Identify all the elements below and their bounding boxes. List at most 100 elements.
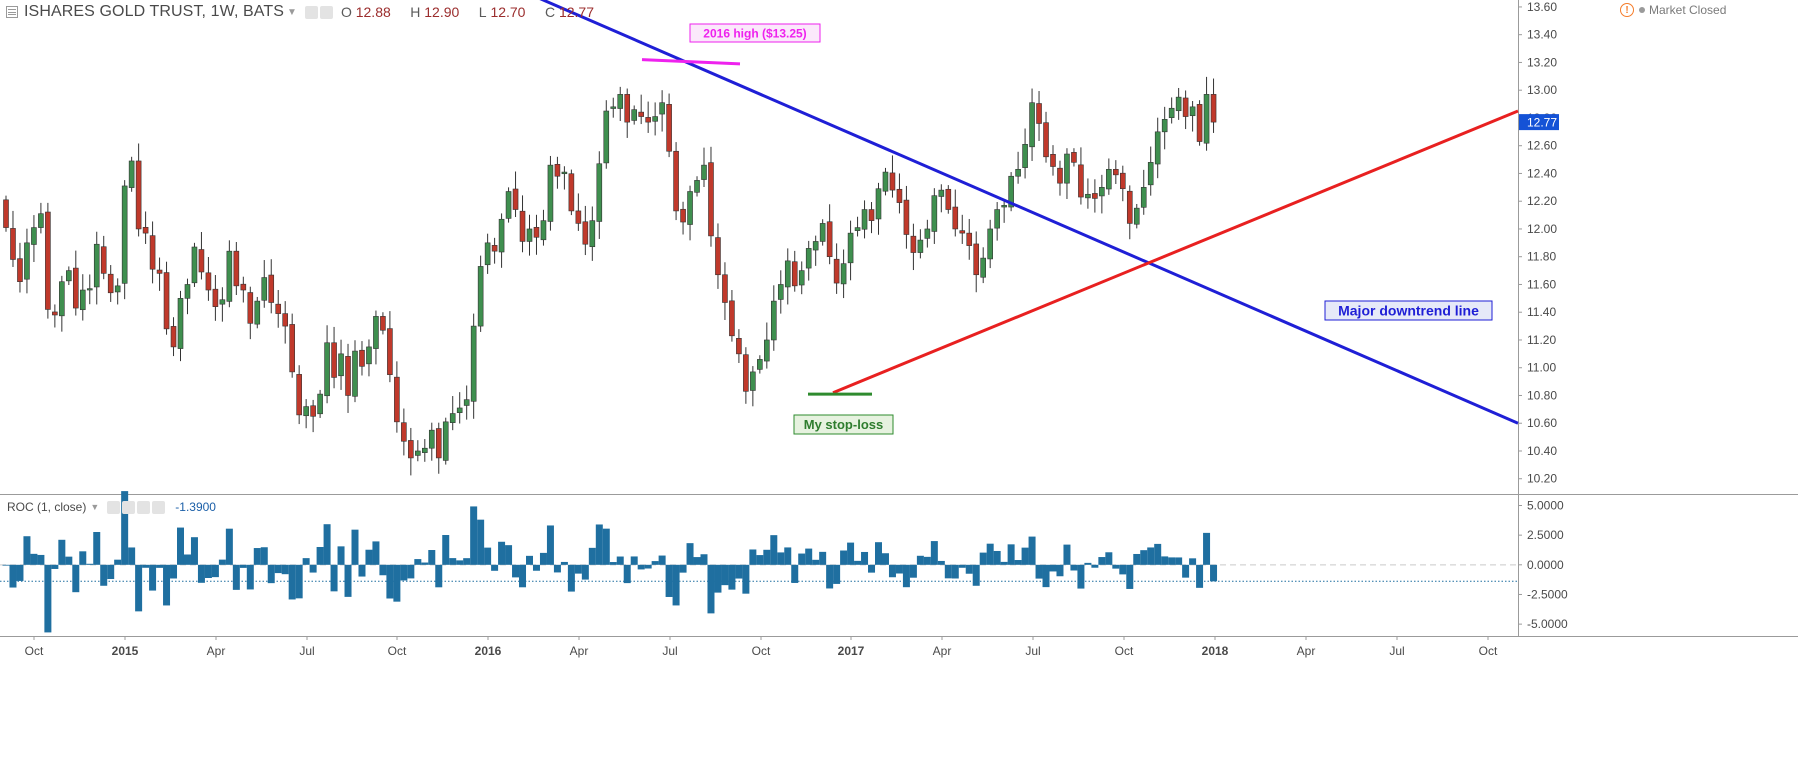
roc-bar <box>672 564 680 606</box>
major-downtrend-line <box>539 0 1519 425</box>
candle-up <box>484 242 491 266</box>
candle-up <box>1168 107 1175 118</box>
candle-down <box>1126 190 1133 224</box>
roc-bars <box>2 491 1218 633</box>
roc-bar <box>86 563 94 565</box>
roc-bar <box>567 564 575 592</box>
candle-up <box>421 447 428 453</box>
high-label: H <box>410 4 421 20</box>
candle-down <box>52 311 58 316</box>
roc-bar <box>379 564 387 576</box>
candle-down <box>3 199 9 228</box>
price-tick-label: 10.20 <box>1527 472 1557 486</box>
settings-icon[interactable] <box>319 5 333 19</box>
roc-controls <box>107 500 166 514</box>
settings-icon[interactable] <box>122 500 136 514</box>
roc-bar <box>365 549 373 565</box>
roc-bar <box>260 547 268 565</box>
candle-up <box>114 285 121 293</box>
roc-bar <box>944 564 952 579</box>
candle-down <box>896 188 903 203</box>
roc-bar <box>651 561 659 565</box>
roc-bar <box>1042 564 1050 588</box>
roc-bar <box>1147 547 1155 565</box>
add-icon[interactable] <box>137 500 151 514</box>
candle-up <box>415 450 421 456</box>
chevron-down-icon[interactable]: ▼ <box>90 502 100 512</box>
price-tick-label: 11.40 <box>1527 305 1556 319</box>
candle-down <box>1057 167 1063 184</box>
roc-bar <box>1098 557 1106 565</box>
roc-bar <box>295 564 303 599</box>
candle-up <box>812 241 819 251</box>
roc-bar <box>532 564 540 571</box>
roc-bar <box>868 564 876 573</box>
price-tick-label: 10.40 <box>1527 444 1557 458</box>
annotation-downtrend-box <box>1324 300 1493 321</box>
market-status-label: Market Closed <box>1649 3 1727 17</box>
roc-bar <box>1133 553 1141 565</box>
time-tick-label: 2017 <box>838 644 865 658</box>
roc-bar <box>9 564 17 588</box>
roc-bar <box>288 564 296 600</box>
candle-up <box>456 407 463 413</box>
roc-bar <box>1210 564 1218 582</box>
roc-bar <box>602 528 610 565</box>
roc-bar <box>881 553 889 565</box>
roc-bar <box>407 564 415 579</box>
candle-up <box>687 191 693 225</box>
roc-bar <box>44 564 52 633</box>
candle-down <box>296 374 302 416</box>
candle-up <box>505 191 512 219</box>
roc-bar <box>937 560 945 565</box>
candle-down <box>645 117 651 123</box>
roc-bar <box>239 564 247 568</box>
roc-bar <box>344 564 352 597</box>
roc-bar <box>51 564 59 569</box>
candle-up <box>470 325 477 402</box>
eye-icon[interactable] <box>304 5 318 19</box>
eye-icon[interactable] <box>107 500 121 514</box>
candle-down <box>1036 103 1042 124</box>
chevron-down-icon[interactable]: ▼ <box>287 6 297 18</box>
roc-bar <box>253 548 261 565</box>
roc-tick-label: 2.5000 <box>1527 528 1564 542</box>
roc-bar <box>498 541 506 565</box>
candle-up <box>303 406 309 417</box>
symbol-title[interactable]: ISHARES GOLD TRUST, 1W, BATS <box>24 3 285 20</box>
roc-bar <box>1028 536 1036 565</box>
candle-up <box>924 228 931 239</box>
roc-bar <box>756 555 764 565</box>
roc-bar <box>700 554 708 565</box>
candle-up <box>631 109 638 121</box>
candle-up <box>861 209 868 230</box>
roc-bar <box>895 564 903 574</box>
warning-icon[interactable]: ! <box>1620 3 1634 17</box>
candle-down <box>1043 122 1049 158</box>
candle-down <box>722 274 728 303</box>
candle-down <box>868 209 875 221</box>
roc-bar <box>526 555 533 565</box>
roc-bar <box>714 564 722 593</box>
candle-down <box>1092 193 1098 199</box>
candle-up <box>652 116 658 122</box>
roc-bar <box>16 564 24 581</box>
roc-bar <box>58 539 66 565</box>
candle-down <box>680 208 686 223</box>
time-tick-label: Oct <box>1115 644 1134 658</box>
candle-up <box>547 164 554 222</box>
roc-bar <box>784 547 792 565</box>
roc-title[interactable]: ROC (1, close) <box>7 500 87 514</box>
candle-down <box>380 316 386 331</box>
candle-down <box>708 162 714 237</box>
roc-bar <box>79 551 87 565</box>
candle-up <box>750 371 756 391</box>
price-tick-label: 12.60 <box>1527 139 1557 153</box>
candle-down <box>945 188 952 210</box>
close-icon[interactable] <box>152 500 166 514</box>
roc-bar <box>539 552 547 565</box>
menu-icon[interactable] <box>6 6 18 18</box>
roc-bar <box>805 548 813 565</box>
candle-down <box>673 150 679 212</box>
